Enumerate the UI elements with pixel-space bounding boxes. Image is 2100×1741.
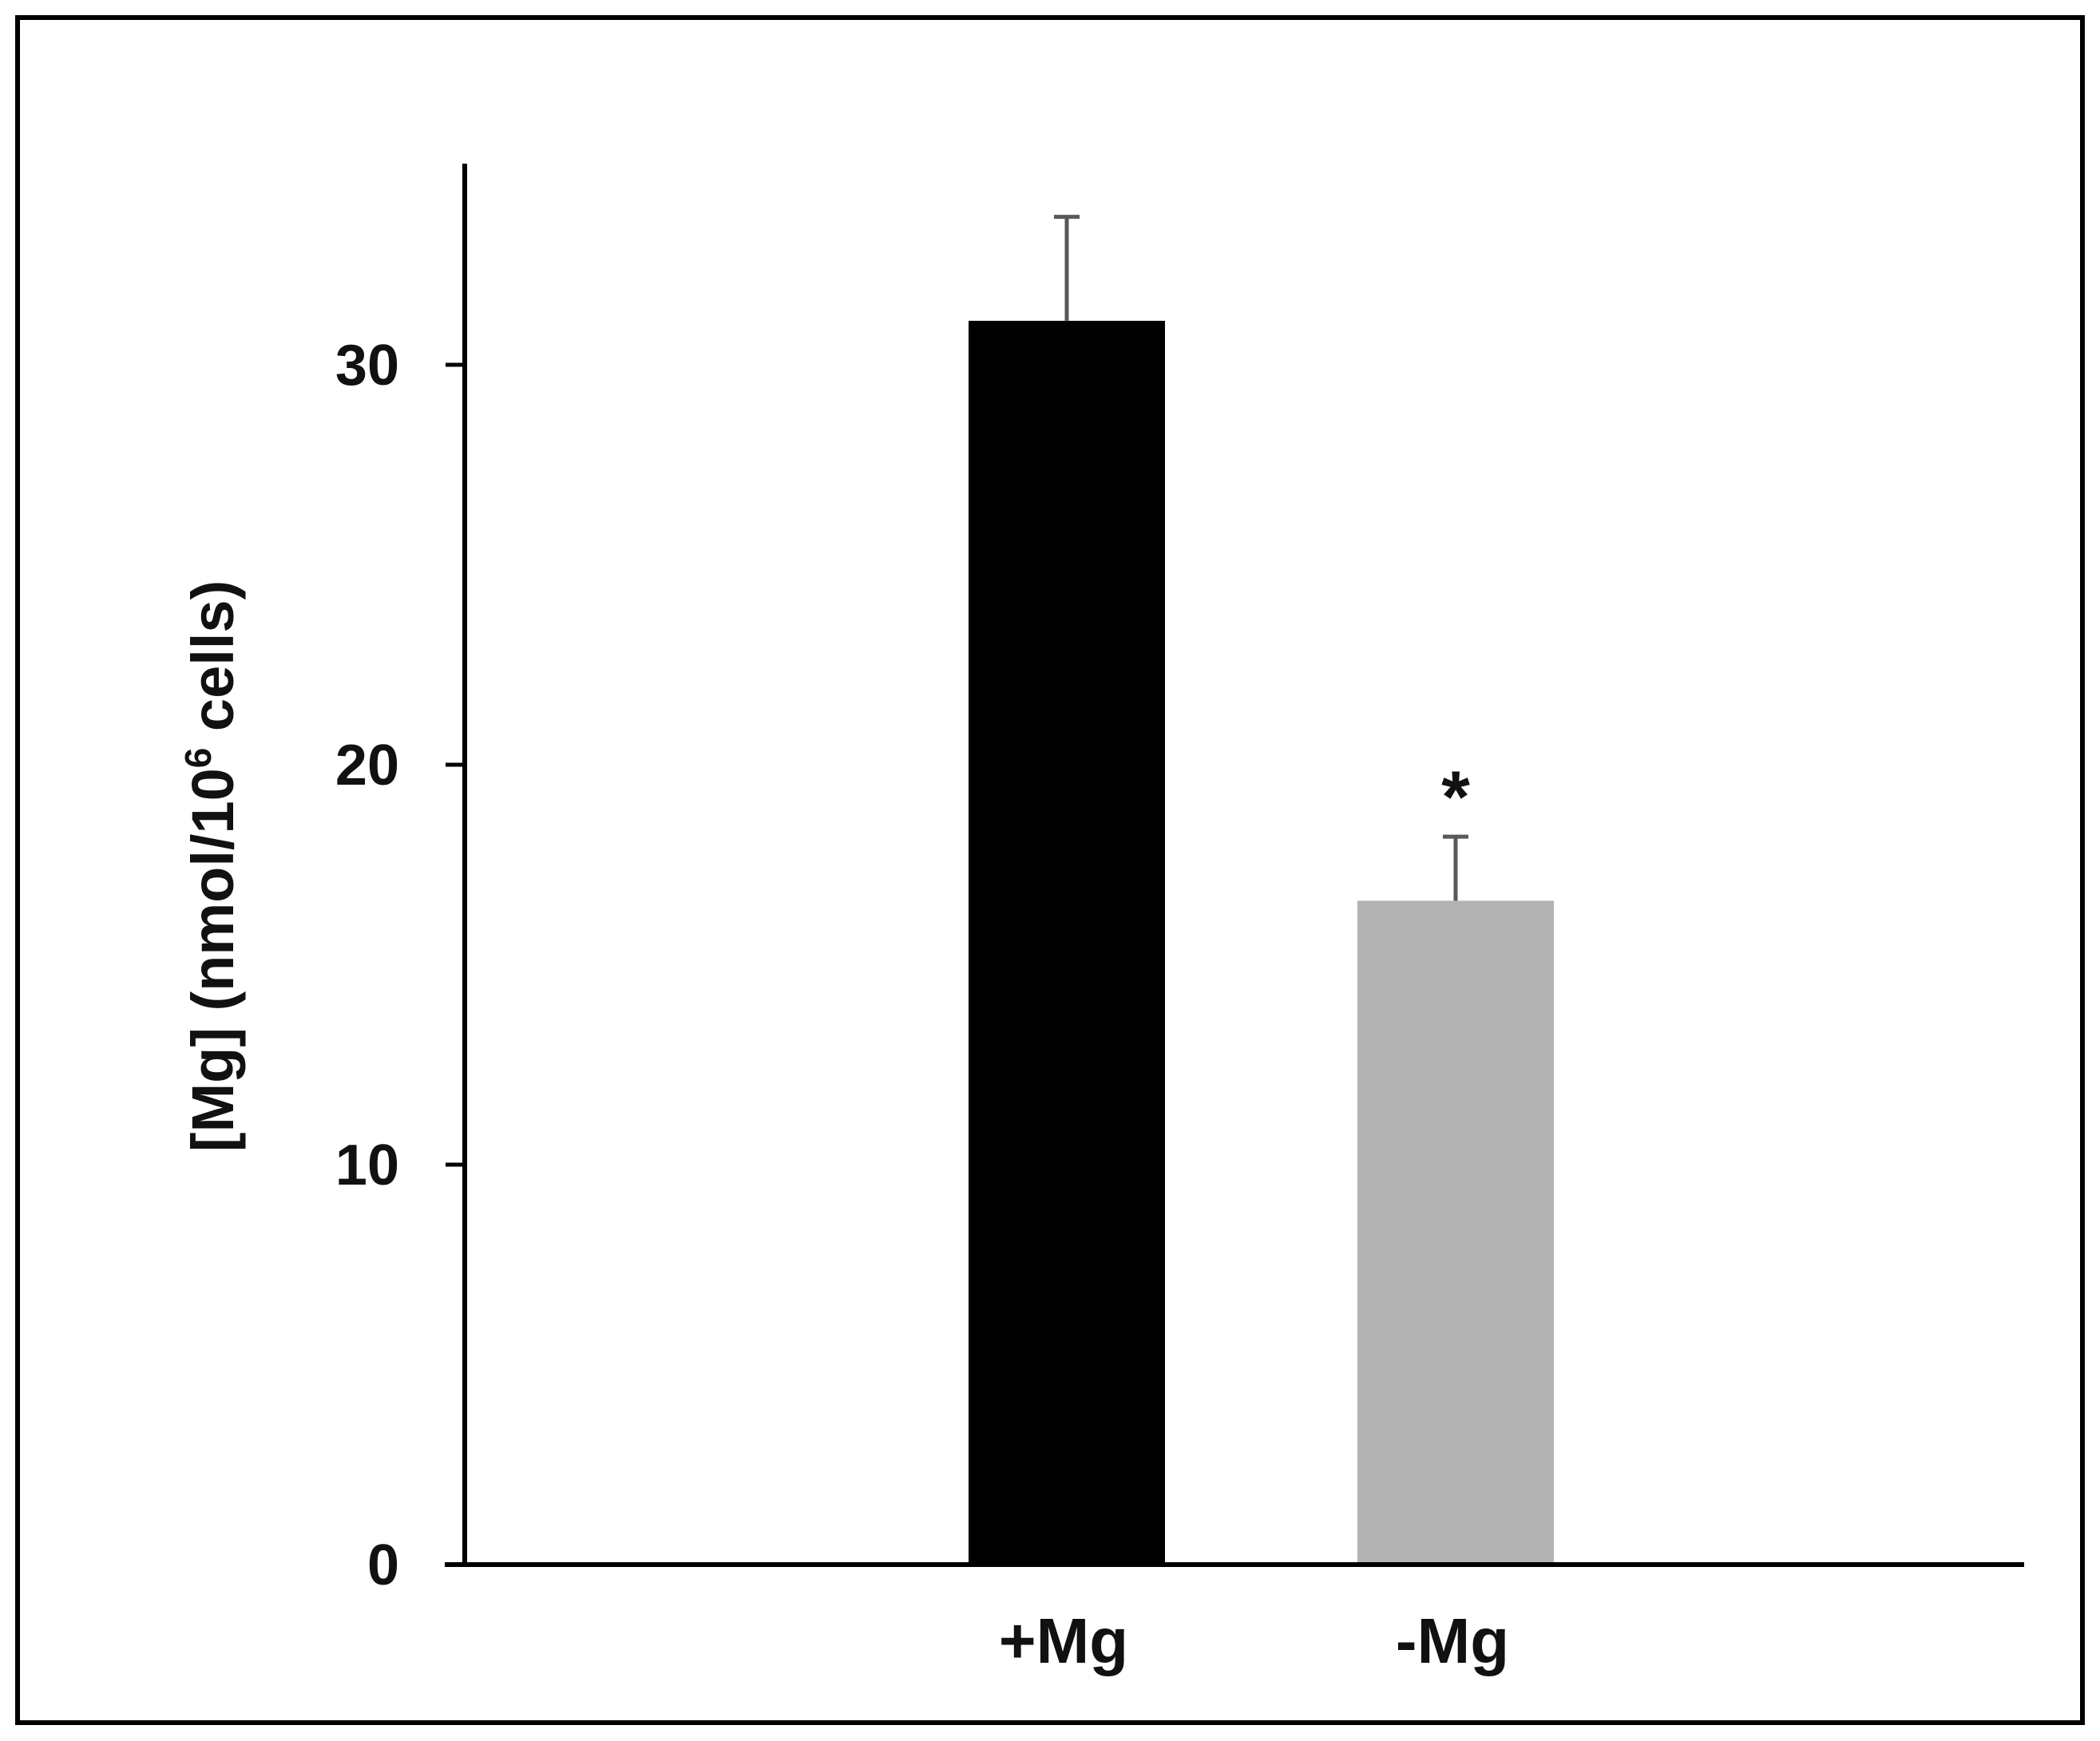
y-tick-label-0: 0 (367, 1533, 399, 1597)
y-axis-label-suffix: cells) (180, 580, 246, 748)
bar-minus-mg (1357, 900, 1554, 1565)
y-axis-label-main: [Mg] (nmol/10 (180, 768, 246, 1152)
x-tick-label-minus-mg: -Mg (1396, 1605, 1509, 1676)
bar-plusminus-mg (969, 320, 1165, 1565)
y-axis-label-superscript: 6 (177, 748, 219, 769)
x-tick-label-plusminus-mg: +Mg (999, 1605, 1128, 1676)
y-tick-label-20: 20 (335, 734, 399, 797)
y-axis-label: [Mg] (nmol/106 cells) (177, 580, 246, 1152)
y-tick-label-10: 10 (335, 1134, 399, 1197)
significance-marker-minus-mg: * (1441, 757, 1470, 838)
y-tick-label-30: 30 (335, 334, 399, 398)
